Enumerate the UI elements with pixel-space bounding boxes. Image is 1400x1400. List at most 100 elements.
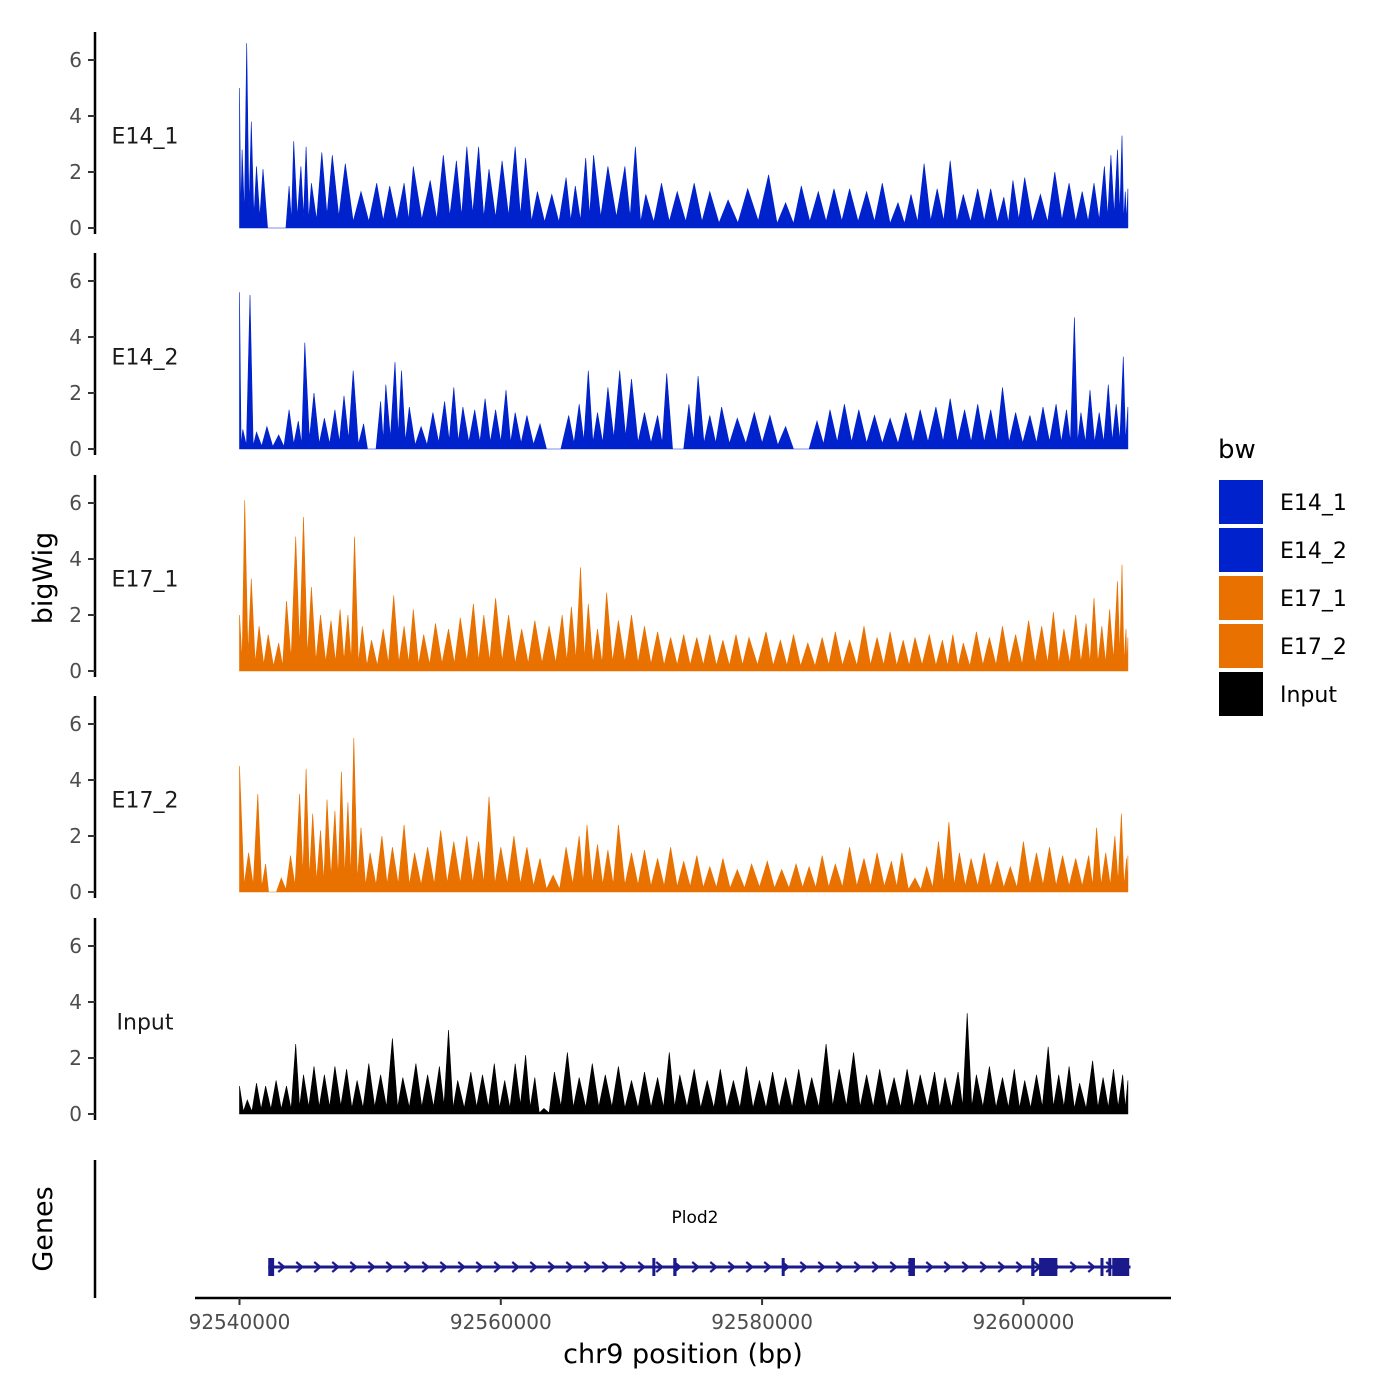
strand-arrow <box>943 1261 952 1273</box>
legend-label: E17_2 <box>1280 635 1347 660</box>
strand-arrow <box>421 1261 430 1273</box>
strand-arrow <box>763 1261 772 1273</box>
strand-arrow <box>979 1261 988 1273</box>
legend-label: Input <box>1280 683 1337 708</box>
strand-arrow <box>313 1261 322 1273</box>
y-tick-label: 6 <box>69 712 82 736</box>
exon-block <box>268 1258 275 1276</box>
legend-entry: E17_2 <box>1219 624 1347 668</box>
strand-arrow <box>367 1261 376 1273</box>
x-axis: 92540000 92560000 92580000 92600000 chr9 po… <box>189 1296 1171 1370</box>
signal-tracks: 0 2 4 6 E14_1 0 2 4 6 E14_2 0 2 4 6 E17_1 0 2 4 6 E17_2 0 2 4 6… <box>69 32 1129 1126</box>
y-tick-label: 6 <box>69 48 82 72</box>
strand-arrow <box>889 1261 898 1273</box>
x-tick-label: 92560000 <box>450 1310 552 1334</box>
legend-swatch <box>1219 576 1263 620</box>
strand-arrow <box>961 1261 970 1273</box>
y-tick-label: 4 <box>69 990 82 1014</box>
track-Input: 0 2 4 6 Input <box>69 918 1129 1126</box>
legend-swatch <box>1219 528 1263 572</box>
track-label: Input <box>117 1011 174 1036</box>
legend-label: E14_2 <box>1280 539 1347 564</box>
track-E17_2: 0 2 4 6 E17_2 <box>69 696 1129 904</box>
track-label: E14_1 <box>112 125 179 150</box>
strand-arrow <box>277 1261 286 1273</box>
x-tick-label: 92600000 <box>973 1310 1075 1334</box>
strand-arrow <box>691 1261 700 1273</box>
exon-block <box>1031 1258 1035 1276</box>
coverage-area <box>239 737 1129 893</box>
y-tick-label: 6 <box>69 269 82 293</box>
strand-arrow <box>637 1261 646 1273</box>
legend-label: E17_1 <box>1280 587 1347 612</box>
legend-entry: E14_2 <box>1219 528 1347 572</box>
legend-entry: E17_1 <box>1219 576 1347 620</box>
gene-name-label: Plod2 <box>672 1208 719 1228</box>
legend-label: E14_1 <box>1280 491 1347 516</box>
strand-arrow <box>655 1261 664 1273</box>
strand-arrow <box>1105 1261 1114 1273</box>
strand-arrow <box>817 1261 826 1273</box>
exon-block <box>1100 1258 1104 1276</box>
strand-arrow <box>475 1261 484 1273</box>
strand-arrow <box>295 1261 304 1273</box>
strand-arrow <box>925 1261 934 1273</box>
exon-block <box>673 1258 677 1276</box>
coverage-area <box>239 1013 1129 1115</box>
strand-arrow <box>619 1261 628 1273</box>
track-label: E14_2 <box>112 346 179 371</box>
y-tick-label: 2 <box>69 381 82 405</box>
track-E17_1: 0 2 4 6 E17_1 <box>69 475 1129 683</box>
y-tick-label: 4 <box>69 104 82 128</box>
strand-arrow <box>439 1261 448 1273</box>
y-tick-label: 6 <box>69 491 82 515</box>
strand-arrow <box>709 1261 718 1273</box>
track-E14_1: 0 2 4 6 E14_1 <box>69 32 1129 240</box>
strand-arrow <box>727 1261 736 1273</box>
x-axis-ticks: 92540000 92560000 92580000 92600000 <box>189 1298 1075 1334</box>
strand-arrow <box>565 1261 574 1273</box>
coverage-area <box>239 43 1129 229</box>
strand-arrow <box>853 1261 862 1273</box>
y-tick-label: 0 <box>69 1102 82 1126</box>
strand-arrow <box>583 1261 592 1273</box>
y-tick-label: 2 <box>69 603 82 627</box>
y-tick-label: 6 <box>69 934 82 958</box>
exon-block <box>1039 1258 1058 1276</box>
track-E14_2: 0 2 4 6 E14_2 <box>69 253 1129 461</box>
strand-arrow <box>601 1261 610 1273</box>
strand-arrow <box>403 1261 412 1273</box>
legend-swatch <box>1219 672 1263 716</box>
y-tick-label: 4 <box>69 325 82 349</box>
genes-panel: Genes Plod2 <box>28 1160 1131 1298</box>
legend-entry: E14_1 <box>1219 480 1347 524</box>
strand-arrow <box>1069 1261 1078 1273</box>
strand-arrow <box>511 1261 520 1273</box>
legend-title: bw <box>1218 435 1256 465</box>
y-tick-label: 2 <box>69 1046 82 1070</box>
strand-arrow <box>529 1261 538 1273</box>
coverage-area <box>239 500 1129 672</box>
legend: bw E14_1 E14_2 E17_1 E17_2 Input <box>1218 435 1347 716</box>
gene-track: Plod2 <box>268 1208 1131 1276</box>
exon-block <box>1112 1258 1130 1276</box>
y-tick-label: 4 <box>69 547 82 571</box>
legend-entries: E14_1 E14_2 E17_1 E17_2 Input <box>1219 480 1347 716</box>
y-tick-label: 2 <box>69 824 82 848</box>
genes-axis-title: Genes <box>28 1186 59 1271</box>
y-tick-label: 0 <box>69 437 82 461</box>
y-tick-label: 0 <box>69 659 82 683</box>
y-axis-title: bigWig <box>28 532 59 625</box>
x-tick-label: 92580000 <box>711 1310 813 1334</box>
strand-arrow <box>457 1261 466 1273</box>
y-tick-label: 4 <box>69 768 82 792</box>
exon-block <box>652 1258 656 1276</box>
y-tick-label: 0 <box>69 216 82 240</box>
strand-arrow <box>997 1261 1006 1273</box>
track-label: E17_1 <box>112 568 179 593</box>
strand-arrow <box>745 1261 754 1273</box>
strand-arrow <box>1015 1261 1024 1273</box>
legend-entry: Input <box>1219 672 1337 716</box>
strand-arrow <box>871 1261 880 1273</box>
